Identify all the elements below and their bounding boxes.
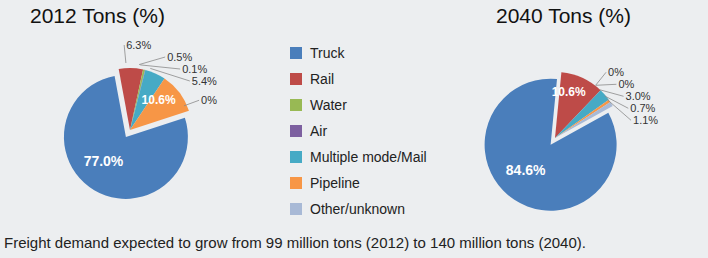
html-text:Freight demand expected to gro: Freight demand expected to grow from 99 …: [4, 234, 586, 251]
svg-text:5.4%: 5.4%: [192, 75, 217, 87]
html-text:Other/unknown: Other/unknown: [310, 201, 405, 217]
svg-text:10.6%: 10.6%: [552, 85, 586, 99]
svg-text:77.0%: 77.0%: [84, 153, 124, 169]
svg-text:3.0%: 3.0%: [626, 90, 651, 102]
svg-text:0%: 0%: [201, 94, 217, 106]
html-text:Air: Air: [310, 123, 328, 139]
html-text:2040 Tons (%): 2040 Tons (%): [496, 4, 631, 27]
svg-text:0.7%: 0.7%: [630, 102, 655, 114]
html-text:2012 Tons (%): 2012 Tons (%): [30, 4, 165, 27]
svg-text:6.3%: 6.3%: [126, 39, 151, 51]
svg-text:0%: 0%: [618, 78, 634, 90]
svg-text:0%: 0%: [608, 66, 624, 78]
svg-text:0.5%: 0.5%: [167, 51, 192, 63]
html-text:Multiple mode/Mail: Multiple mode/Mail: [310, 149, 427, 165]
svg-text:10.6%: 10.6%: [142, 93, 176, 107]
svg-text:0.1%: 0.1%: [182, 63, 207, 75]
svg-text:1.1%: 1.1%: [633, 114, 658, 126]
html-text:Water: Water: [310, 97, 347, 113]
svg-text:84.6%: 84.6%: [506, 162, 546, 178]
html-text:Rail: Rail: [310, 71, 335, 87]
html-text:Pipeline: Pipeline: [310, 175, 360, 191]
html-text:Truck: Truck: [310, 45, 345, 61]
